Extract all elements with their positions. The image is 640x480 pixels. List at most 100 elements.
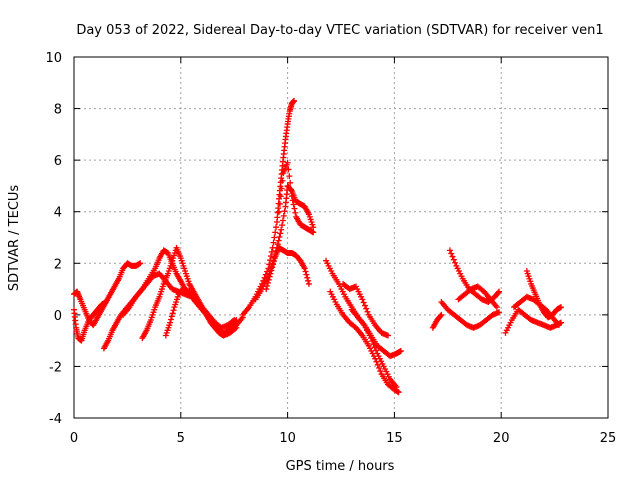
- data-point: [446, 247, 453, 254]
- x-tick-label: 5: [177, 431, 185, 446]
- data-point: [264, 282, 271, 289]
- data-point: [287, 179, 294, 186]
- grid: [74, 57, 608, 418]
- data-point: [304, 274, 311, 281]
- data-point: [374, 361, 381, 368]
- data-point: [495, 289, 502, 296]
- y-tick-label: -2: [49, 360, 62, 375]
- y-tick-label: 0: [54, 309, 62, 324]
- series-t15: [429, 311, 445, 331]
- series-t16: [438, 298, 503, 331]
- y-tick-label: 4: [54, 206, 62, 221]
- data-point: [303, 271, 310, 278]
- data-point: [450, 256, 457, 263]
- y-tick-label: 2: [54, 257, 62, 272]
- data-point: [310, 229, 317, 236]
- data-point: [267, 270, 274, 277]
- data-point: [367, 335, 374, 342]
- data-point: [232, 325, 239, 332]
- data-point: [270, 261, 277, 268]
- data-point: [265, 276, 272, 283]
- data-point: [369, 338, 376, 345]
- data-point: [448, 250, 455, 257]
- data-point: [271, 234, 278, 241]
- x-tick-label: 25: [600, 431, 617, 446]
- series-t12: [327, 288, 402, 396]
- data-point: [276, 208, 283, 215]
- x-axis-label: GPS time / hours: [286, 459, 395, 474]
- data-point: [496, 288, 503, 295]
- data-point: [276, 233, 283, 240]
- data-point: [278, 226, 285, 233]
- data-point: [301, 265, 308, 272]
- data-point: [290, 201, 297, 208]
- data-point: [310, 224, 317, 231]
- series-t14: [348, 306, 400, 391]
- series-t20: [523, 268, 565, 321]
- data-point: [363, 305, 370, 312]
- x-tick-label: 20: [493, 431, 510, 446]
- data-point: [305, 277, 312, 284]
- data-point: [395, 389, 402, 396]
- data-point: [291, 97, 298, 104]
- y-tick-label: -4: [49, 412, 62, 427]
- y-tick-label: 8: [54, 103, 62, 118]
- data-point: [264, 279, 271, 286]
- x-axis-ticks: 0 5 10 15 20 25: [70, 57, 616, 446]
- data-point: [169, 310, 176, 317]
- chart-title: Day 053 of 2022, Sidereal Day-to-day VTE…: [76, 23, 603, 38]
- x-tick-label: 15: [386, 431, 403, 446]
- data-point: [496, 309, 503, 316]
- data-point: [170, 307, 177, 314]
- data-point: [284, 159, 291, 166]
- data-point: [278, 185, 285, 192]
- series-t6: [162, 286, 238, 339]
- data-point: [263, 286, 270, 293]
- data-point: [274, 241, 281, 248]
- data-point: [288, 186, 295, 193]
- series-t21: [511, 293, 562, 329]
- data-points: [71, 97, 565, 396]
- data-point: [268, 248, 275, 255]
- data-point: [302, 268, 309, 275]
- data-point: [376, 364, 383, 371]
- data-point: [266, 273, 273, 280]
- series-t2: [71, 298, 110, 344]
- data-point: [286, 173, 293, 180]
- data-point: [437, 312, 444, 319]
- y-axis-label: SDTVAR / TECUs: [7, 185, 22, 292]
- data-point: [393, 384, 400, 391]
- data-point: [168, 313, 175, 320]
- series-t17: [446, 247, 503, 305]
- series-t10: [276, 159, 317, 236]
- data-point: [371, 344, 378, 351]
- data-point: [270, 239, 277, 246]
- data-point: [360, 299, 367, 306]
- data-point: [361, 302, 368, 309]
- data-point: [231, 317, 238, 324]
- plot-frame: [73, 56, 609, 419]
- x-tick-label: 10: [279, 431, 296, 446]
- data-point: [277, 193, 284, 200]
- data-point: [103, 298, 110, 305]
- data-point: [377, 368, 384, 375]
- data-point: [233, 324, 240, 331]
- data-point: [277, 230, 284, 237]
- series-t1: [71, 260, 144, 329]
- y-tick-label: 6: [54, 154, 62, 169]
- data-point: [288, 193, 295, 200]
- data-point: [449, 253, 456, 260]
- data-point: [558, 304, 565, 311]
- data-point: [370, 341, 377, 348]
- data-point: [279, 222, 286, 229]
- data-point: [397, 347, 404, 354]
- data-point: [493, 304, 500, 311]
- data-point: [279, 177, 286, 184]
- data-point: [291, 205, 298, 212]
- series-t13: [340, 280, 391, 339]
- data-point: [289, 197, 296, 204]
- data-point: [275, 237, 282, 244]
- data-point: [285, 166, 292, 173]
- data-point: [167, 319, 174, 326]
